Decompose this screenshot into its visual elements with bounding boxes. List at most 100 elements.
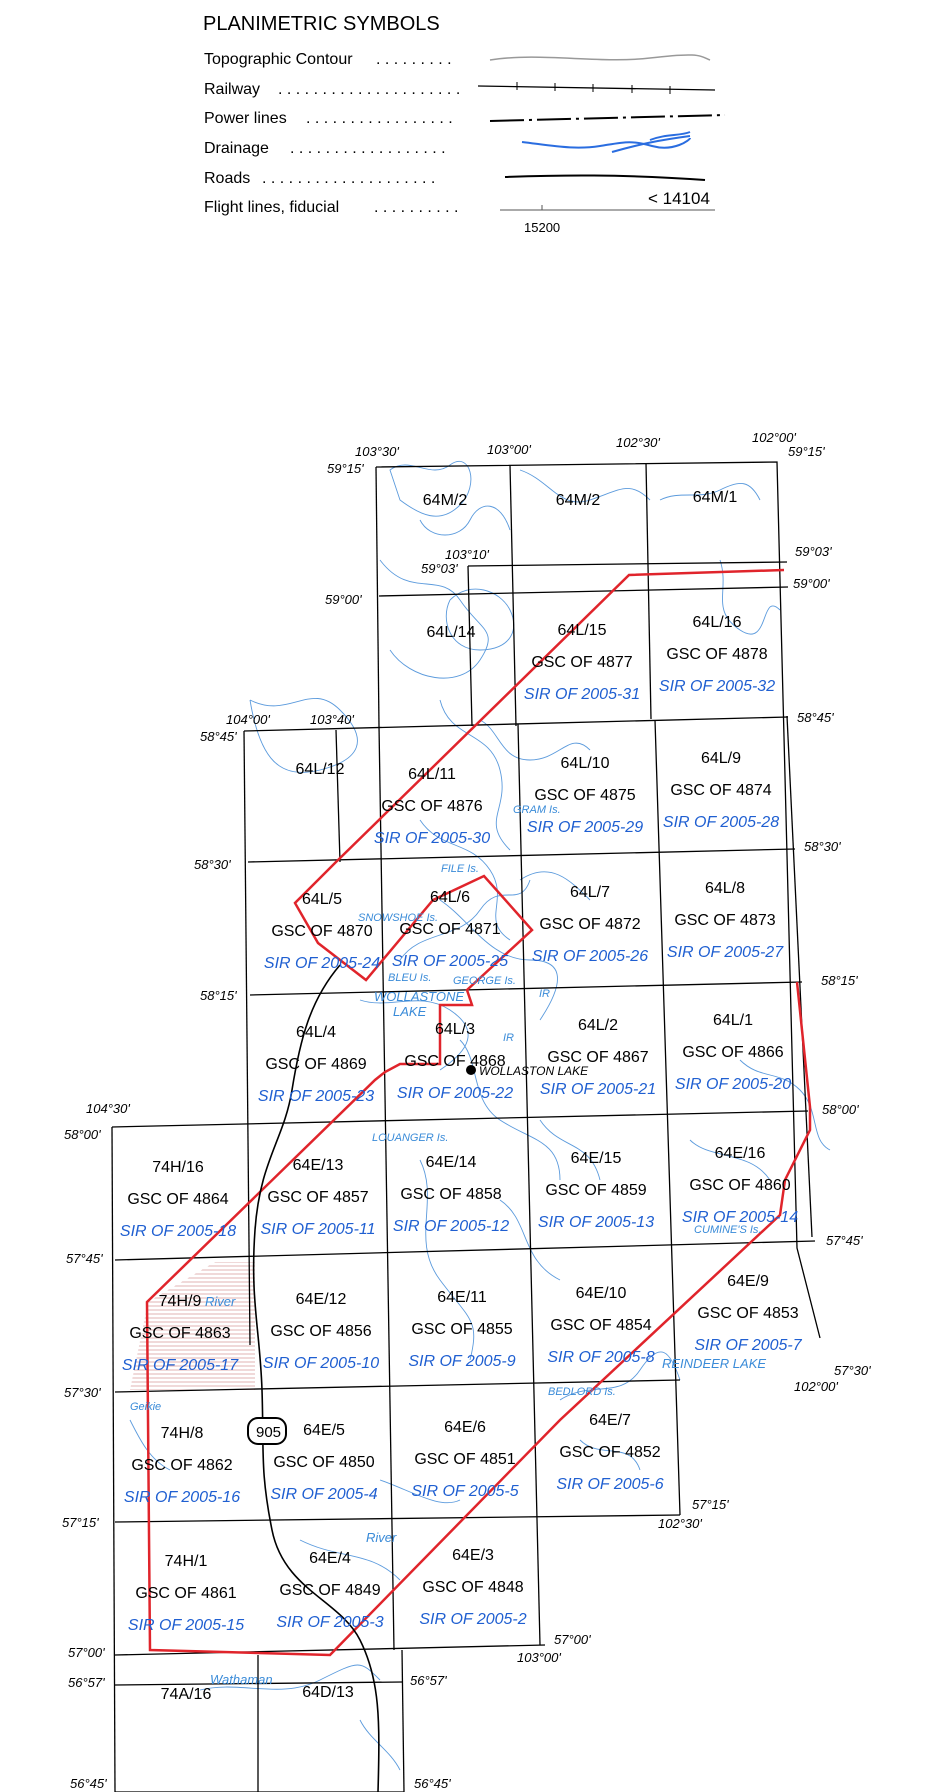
gsc-label: GSC OF 4874	[670, 782, 771, 799]
place-label: River	[366, 1530, 397, 1545]
coordinate-label: 59°00'	[793, 576, 830, 591]
sheet-64E-15: 64E/15 GSC OF 4859 SIR OF 2005-13	[538, 1150, 654, 1231]
sir-label: SIR OF 2005-18	[120, 1223, 236, 1240]
legend-leader: . . . . . . . . . . . . . . . . . . . .	[262, 170, 435, 187]
gsc-label: GSC OF 4863	[129, 1325, 230, 1342]
place-label: SNOWSHOE Is.	[358, 912, 438, 924]
sir-label: SIR OF 2005-29	[527, 819, 643, 836]
fiducial-label: 15200	[524, 220, 560, 235]
place-label: GRAM Is.	[513, 804, 561, 816]
coordinate-label: 102°30'	[616, 435, 660, 450]
sheet-64L-6: 64L/6 GSC OF 4871 SIR OF 2005-25	[392, 889, 508, 970]
sir-label: SIR OF 2005-11	[260, 1221, 375, 1238]
gsc-label: GSC OF 4860	[689, 1177, 790, 1194]
sheet-id: 64E/11	[437, 1289, 487, 1306]
sir-label: SIR OF 2005-30	[374, 830, 490, 847]
gsc-label: GSC OF 4871	[399, 921, 500, 938]
sheet-id: 64M/1	[693, 489, 738, 506]
sir-label: SIR OF 2005-7	[694, 1337, 802, 1354]
coordinate-label: 57°15'	[62, 1515, 99, 1530]
gsc-label: GSC OF 4868	[404, 1053, 505, 1070]
legend-row-railway: Railway . . . . . . . . . . . . . . . . …	[204, 81, 716, 98]
place-label: Wathaman	[210, 1672, 273, 1687]
sheet-id: 64L/14	[427, 624, 476, 641]
place-label: BEDLORD Is.	[548, 1386, 616, 1398]
sheet-64L-9: 64L/9 GSC OF 4874 SIR OF 2005-28	[663, 750, 779, 831]
place-label: IR	[539, 988, 550, 1000]
gsc-label: GSC OF 4867	[547, 1049, 648, 1066]
gsc-label: GSC OF 4854	[550, 1317, 651, 1334]
sheet-id: 64E/7	[589, 1412, 631, 1429]
sheet-64D-13: 64D/13	[302, 1684, 354, 1701]
coordinate-label: 58°30'	[194, 857, 231, 872]
coordinate-label: 59°15'	[327, 461, 364, 476]
coordinate-label: 102°00'	[794, 1379, 838, 1394]
sheet-id: 64E/6	[444, 1419, 486, 1436]
road-line-icon	[504, 174, 706, 181]
gsc-label: GSC OF 4872	[539, 916, 640, 933]
place-label: FILE Is.	[441, 863, 479, 875]
sheet-64E-7: 64E/7 GSC OF 4852 SIR OF 2005-6	[556, 1412, 663, 1493]
sheet-64E-6: 64E/6 GSC OF 4851 SIR OF 2005-5	[411, 1419, 518, 1500]
sheet-id: 64E/12	[296, 1291, 347, 1308]
place-label: Geikie	[130, 1401, 161, 1413]
coordinate-label: 58°15'	[821, 973, 858, 988]
sheet-64L-1: 64L/1 GSC OF 4866 SIR OF 2005-20	[675, 1012, 791, 1093]
gsc-label: GSC OF 4851	[414, 1451, 515, 1468]
grid-lines	[111, 461, 821, 1792]
sheet-id: 64L/4	[296, 1024, 336, 1041]
sheet-74H-8: 74H/8 GSC OF 4862 SIR OF 2005-16	[124, 1425, 240, 1506]
sir-label: SIR OF 2005-3	[276, 1614, 383, 1631]
sheet-id: 74H/9	[159, 1293, 202, 1310]
railway-line-icon	[477, 82, 716, 94]
sheet-64M-2: 64M/2	[423, 492, 468, 509]
sheet-64E-3: 64E/3 GSC OF 4848 SIR OF 2005-2	[419, 1547, 526, 1628]
coordinate-label: 103°10'	[445, 547, 489, 562]
sheet-id: 74H/8	[161, 1425, 204, 1442]
gsc-label: GSC OF 4878	[666, 646, 767, 663]
place-label: WOLLASTONE	[374, 989, 464, 1004]
sheet-64L-3: 64L/3 GSC OF 4868 SIR OF 2005-22	[397, 1021, 513, 1102]
sir-label: SIR OF 2005-15	[128, 1617, 244, 1634]
sheet-64L-5: 64L/5 GSC OF 4870 SIR OF 2005-24	[264, 891, 380, 972]
sir-label: SIR OF 2005-31	[524, 686, 640, 703]
sheet-id: 64L/8	[705, 880, 745, 897]
coordinate-label: 59°03'	[421, 561, 458, 576]
sir-label: SIR OF 2005-6	[556, 1476, 663, 1493]
coordinate-label: 58°00'	[64, 1127, 101, 1142]
sheet-64E-11: 64E/11 GSC OF 4855 SIR OF 2005-9	[408, 1289, 515, 1370]
sir-label: SIR OF 2005-22	[397, 1085, 513, 1102]
gsc-label: GSC OF 4853	[697, 1305, 798, 1322]
sheet-id: 64E/5	[303, 1422, 345, 1439]
sheet-74H-1: 74H/1 GSC OF 4861 SIR OF 2005-15	[128, 1553, 244, 1634]
sheet-64L-15: 64L/15 GSC OF 4877 SIR OF 2005-31	[524, 622, 640, 703]
coordinate-label: 57°30'	[834, 1363, 871, 1378]
sheet-id: 64L/1	[713, 1012, 753, 1029]
sheet-labels: 64M/2 64M/2 64M/1 64L/14 64L/15 GSC OF 4877 SI…	[120, 489, 803, 1703]
town-marker: WOLLASTON LAKE	[466, 1064, 589, 1078]
sheet-id: 74H/16	[152, 1159, 204, 1176]
sheet-64M-1: 64M/1	[693, 489, 738, 506]
flight-line-icon	[500, 205, 715, 211]
sheet-id: 64E/16	[715, 1145, 766, 1162]
sheet-id: 64L/2	[578, 1017, 618, 1034]
gsc-label: GSC OF 4849	[279, 1582, 380, 1599]
gsc-label: GSC OF 4877	[531, 654, 632, 671]
place-labels: FILE Is. SNOWSHOE Is. GRAM Is. BLEU Is. GEOR…	[130, 804, 766, 1687]
sir-label: SIR OF 2005-26	[532, 948, 648, 965]
coordinate-label: 104°30'	[86, 1101, 130, 1116]
coordinate-label: 103°40'	[310, 712, 354, 727]
gsc-label: GSC OF 4864	[127, 1191, 228, 1208]
coordinate-label: 59°03'	[795, 544, 832, 559]
sheet-64E-4: 64E/4 GSC OF 4849 SIR OF 2005-3	[276, 1550, 383, 1631]
legend-leader: . . . . . . . . . . . . . . . . . . . . …	[278, 81, 460, 98]
coordinate-label: 57°45'	[826, 1233, 863, 1248]
sheet-id: 64E/4	[309, 1550, 351, 1567]
sheet-74H-9: 74H/9 GSC OF 4863 SIR OF 2005-17	[122, 1293, 239, 1374]
coordinate-label: 57°00'	[68, 1645, 105, 1660]
sheet-64E-14: 64E/14 GSC OF 4858 SIR OF 2005-12	[393, 1154, 509, 1235]
gsc-label: GSC OF 4876	[381, 798, 482, 815]
place-label: CUMINE'S Is.	[694, 1224, 762, 1236]
gsc-label: GSC OF 4856	[270, 1323, 371, 1340]
sheet-id: 64E/15	[571, 1150, 622, 1167]
